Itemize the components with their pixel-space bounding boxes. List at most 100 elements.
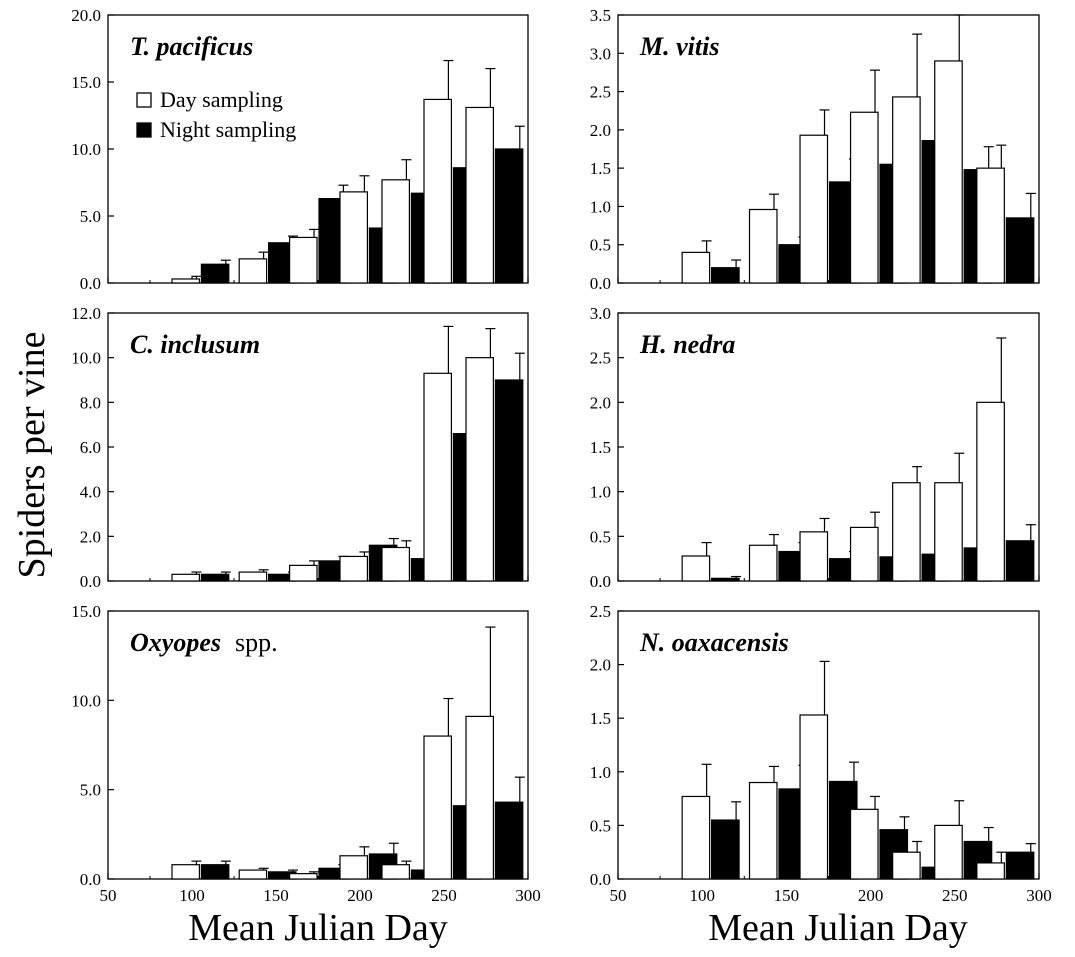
- y-tick-label: 1.5: [590, 159, 611, 178]
- night-bar: [711, 267, 740, 284]
- panel-title: H. nedra: [639, 330, 735, 359]
- y-tick-label: 8.0: [80, 393, 101, 412]
- x-tick-label: 250: [942, 886, 968, 905]
- x-tick-label: 100: [179, 886, 205, 905]
- chart-panel-5: 0.0 5.0 10.0 15.0 50 100 150 200 250 300 Oxyopes sp…: [71, 602, 541, 905]
- y-tick-label: 0.5: [590, 816, 611, 835]
- chart-panel-1: 0.0 5.0 10.0 15.0 20.0 T. pacificus Day sampli…: [71, 6, 529, 293]
- day-bar: [423, 372, 452, 582]
- panel-title: M. vitis: [639, 32, 719, 61]
- y-tick-label: 2.5: [590, 83, 611, 102]
- night-bar: [200, 263, 230, 284]
- day-bar: [849, 111, 879, 284]
- day-bar: [681, 555, 711, 582]
- day-bar: [381, 179, 410, 284]
- day-bar: [748, 544, 778, 582]
- night-bar: [1005, 217, 1035, 284]
- legend-label-day: Day sampling: [160, 87, 283, 112]
- panel-title-species: Oxyopes: [130, 628, 221, 657]
- legend-swatch-night: [136, 122, 152, 138]
- y-tick-label: 3.0: [590, 44, 611, 63]
- y-tick-label: 5.0: [80, 207, 101, 226]
- y-tick-label: 2.5: [590, 602, 611, 621]
- day-bar: [339, 855, 368, 880]
- panel-title-species: M. vitis: [639, 32, 719, 61]
- day-bar: [381, 546, 410, 582]
- day-bar: [465, 106, 494, 284]
- y-tick-label: 1.5: [590, 438, 611, 457]
- day-bar: [423, 735, 452, 880]
- y-axis-title: Spiders per vine: [11, 332, 53, 579]
- day-bar: [171, 278, 200, 284]
- x-tick-label: 50: [100, 886, 117, 905]
- chart-panel-6: 0.0 0.5 1.0 1.5 2.0 2.5 50 100 150 200 250 300 N. oa…: [590, 602, 1052, 905]
- day-bar: [976, 167, 1005, 284]
- day-bar: [238, 869, 268, 880]
- y-tick-label: 0.5: [590, 527, 611, 546]
- panels: 0.0 5.0 10.0 15.0 20.0 T. pacificus Day sampli…: [71, 6, 1052, 905]
- y-tick-label: 4.0: [80, 483, 101, 502]
- day-bar: [238, 571, 268, 582]
- y-tick-label: 0.0: [590, 572, 611, 591]
- day-bar: [171, 573, 200, 582]
- panel-title: T. pacificus: [130, 32, 253, 61]
- day-bar: [748, 781, 778, 880]
- day-bar: [681, 795, 711, 880]
- day-bar: [799, 531, 829, 582]
- x-tick-label: 300: [515, 886, 541, 905]
- y-tick-label: 15.0: [71, 602, 101, 621]
- chart-panel-4: 0.0 0.5 1.0 1.5 2.0 2.5 3.0 H. nedra: [590, 304, 1040, 591]
- day-bar: [976, 401, 1005, 582]
- legend-label-night: Night sampling: [160, 117, 296, 142]
- day-bar: [289, 564, 318, 582]
- y-tick-label: 1.0: [590, 483, 611, 502]
- day-bar: [681, 251, 711, 284]
- y-tick-label: 2.0: [590, 121, 611, 140]
- panel-title-suffix: spp.: [235, 628, 278, 657]
- x-tick-label: 150: [263, 886, 289, 905]
- x-tick-label: 50: [610, 886, 627, 905]
- y-tick-label: 20.0: [71, 6, 101, 25]
- y-tick-label: 2.5: [590, 349, 611, 368]
- day-bar: [799, 134, 829, 284]
- day-bar: [748, 208, 778, 284]
- day-bar: [849, 808, 879, 880]
- x-axis-title-left: Mean Julian Day: [188, 907, 448, 949]
- night-bar: [711, 819, 740, 880]
- chart-panel-3: 0.0 2.0 4.0 6.0 8.0 10.0 12.0 C. inclusum: [71, 304, 529, 591]
- panel-title: C. inclusum: [130, 330, 260, 359]
- night-bar: [200, 573, 230, 582]
- day-bar: [934, 482, 963, 582]
- y-tick-label: 10.0: [71, 349, 101, 368]
- x-tick-label: 200: [858, 886, 884, 905]
- day-bar: [849, 526, 879, 582]
- y-tick-label: 15.0: [71, 73, 101, 92]
- y-tick-label: 10.0: [71, 691, 101, 710]
- y-tick-label: 0.0: [80, 274, 101, 293]
- night-bar: [494, 379, 524, 582]
- night-bar: [494, 148, 524, 284]
- x-tick-label: 150: [774, 886, 800, 905]
- chart-panel-2: 0.0 0.5 1.0 1.5 2.0 2.5 3.0 3.5 M. vitis: [590, 6, 1040, 293]
- day-bar: [171, 864, 200, 880]
- legend: Day sampling Night sampling: [136, 87, 296, 142]
- day-bar: [465, 715, 494, 880]
- day-bar: [238, 258, 268, 284]
- day-bar: [934, 824, 963, 880]
- x-tick-label: 250: [431, 886, 457, 905]
- panel-title-species: T. pacificus: [130, 32, 253, 61]
- night-bar: [711, 577, 740, 582]
- day-bar: [339, 191, 368, 284]
- y-tick-label: 0.0: [590, 274, 611, 293]
- y-tick-label: 0.0: [80, 572, 101, 591]
- day-bar: [892, 851, 921, 880]
- y-tick-label: 1.5: [590, 709, 611, 728]
- y-tick-label: 12.0: [71, 304, 101, 323]
- day-bar: [423, 98, 452, 284]
- x-tick-label: 100: [689, 886, 715, 905]
- panel-title: N. oaxacensis: [639, 628, 789, 657]
- x-axis-title-right: Mean Julian Day: [708, 907, 968, 949]
- y-tick-label: 6.0: [80, 438, 101, 457]
- panel-title-species: H. nedra: [639, 330, 735, 359]
